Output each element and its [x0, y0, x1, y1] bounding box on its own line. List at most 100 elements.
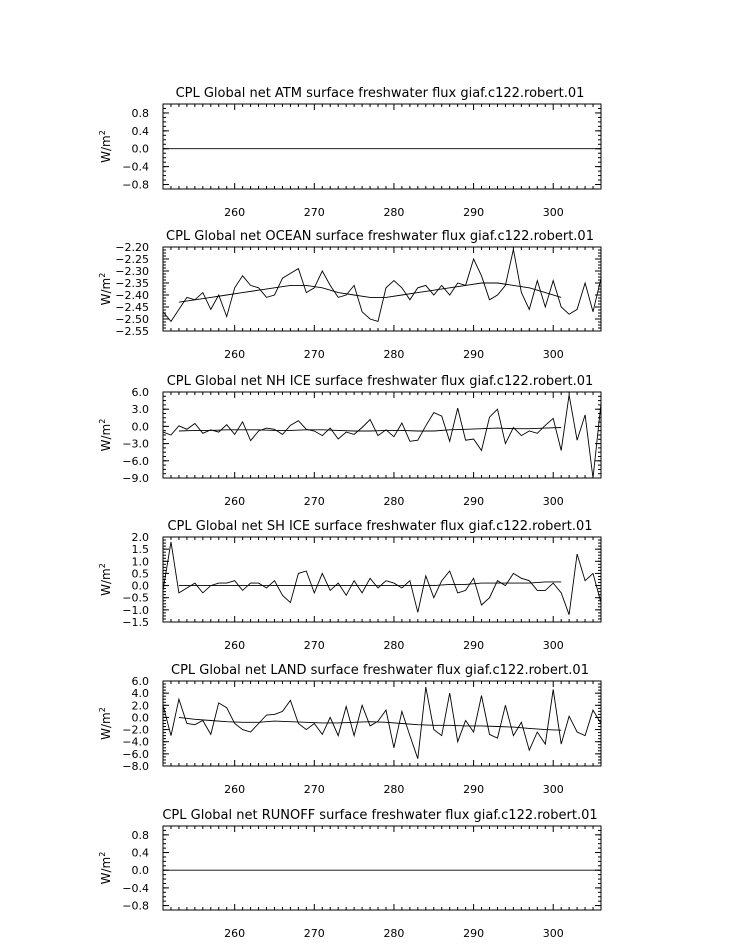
x-tick-label: 280	[383, 783, 404, 796]
y-tick-label: −0.8	[122, 900, 149, 913]
y-tick-label: −0.8	[122, 179, 149, 192]
y-tick-label: −2.30	[115, 265, 149, 278]
series-line-2	[178, 282, 562, 303]
y-tick-label: −0.4	[122, 161, 149, 174]
x-tick-label: 270	[304, 348, 325, 361]
y-tick-label: 1.5	[132, 543, 150, 556]
x-tick-label: 300	[543, 348, 564, 361]
y-tick-label: 0.8	[132, 107, 150, 120]
y-tick-label: 0.0	[132, 420, 150, 433]
y-tick-label: 0.4	[132, 847, 150, 860]
y-tick-label: 0.0	[132, 864, 150, 877]
x-tick-label: 270	[304, 495, 325, 508]
y-axis-label-superscript: 2	[98, 419, 107, 424]
y-tick-label: −6.0	[122, 455, 149, 468]
y-tick-label: 3.0	[132, 403, 150, 416]
series-line-1	[162, 687, 602, 759]
x-tick-label: 290	[463, 206, 484, 219]
y-tick-label: −2.55	[115, 325, 149, 338]
x-tick-label: 270	[304, 639, 325, 652]
chart-title: CPL Global net RUNOFF surface freshwater…	[162, 808, 597, 823]
chart-title: CPL Global net OCEAN surface freshwater …	[166, 229, 594, 244]
chart-title: CPL Global net ATM surface freshwater fl…	[176, 86, 585, 101]
x-tick-label: 300	[543, 639, 564, 652]
y-tick-label: 0.8	[132, 829, 150, 842]
y-tick-label: 2.0	[132, 531, 150, 544]
y-tick-label: 0.0	[132, 143, 150, 156]
plot-frame	[162, 825, 602, 911]
y-axis-label: W/m2	[98, 563, 113, 596]
y-tick-label: 6.0	[132, 386, 150, 399]
y-tick-label: −0.5	[122, 592, 149, 605]
x-tick-label: 290	[463, 783, 484, 796]
chart-panel-5: CPL Global net LAND surface freshwater f…	[98, 663, 602, 796]
y-axis-label-superscript: 2	[98, 273, 107, 278]
y-axis-label: W/m2	[98, 419, 113, 452]
y-axis-label: W/m2	[98, 273, 113, 306]
series-line-2	[178, 581, 562, 587]
chart-panel-6: CPL Global net RUNOFF surface freshwater…	[98, 808, 602, 940]
y-tick-label: −4.0	[122, 736, 149, 749]
x-tick-label: 280	[383, 639, 404, 652]
plot-frame	[162, 391, 602, 479]
x-tick-label: 280	[383, 348, 404, 361]
x-tick-label: 260	[224, 783, 245, 796]
y-axis-label: W/m2	[98, 130, 113, 163]
chart-panel-1: CPL Global net ATM surface freshwater fl…	[98, 86, 602, 219]
y-tick-label: −2.20	[115, 241, 149, 254]
y-tick-label: 6.0	[132, 675, 150, 688]
series-line-2	[178, 716, 562, 731]
y-axis-label: W/m2	[98, 852, 113, 885]
x-tick-label: 290	[463, 348, 484, 361]
chart-panel-2: CPL Global net OCEAN surface freshwater …	[98, 229, 602, 361]
y-axis-label-superscript: 2	[98, 852, 107, 857]
x-tick-label: 300	[543, 206, 564, 219]
chart-title: CPL Global net NH ICE surface freshwater…	[167, 374, 594, 389]
x-tick-label: 300	[543, 927, 564, 940]
plot-frame	[162, 536, 602, 623]
y-axis-label-superscript: 2	[98, 563, 107, 568]
x-tick-label: 270	[304, 783, 325, 796]
y-tick-label: −2.0	[122, 724, 149, 737]
x-tick-label: 300	[543, 783, 564, 796]
y-tick-label: 0.4	[132, 125, 150, 138]
x-tick-label: 260	[224, 495, 245, 508]
x-tick-label: 300	[543, 495, 564, 508]
x-tick-label: 290	[463, 495, 484, 508]
y-tick-label: −9.0	[122, 472, 149, 485]
y-tick-label: −2.45	[115, 301, 149, 314]
y-tick-label: −1.0	[122, 604, 149, 617]
x-tick-label: 260	[224, 206, 245, 219]
y-tick-label: 0.5	[132, 567, 150, 580]
x-tick-label: 260	[224, 927, 245, 940]
y-tick-label: 0.0	[132, 711, 150, 724]
chart-title: CPL Global net SH ICE surface freshwater…	[167, 519, 592, 534]
x-tick-label: 280	[383, 206, 404, 219]
y-tick-label: −2.50	[115, 313, 149, 326]
plot-frame	[162, 680, 602, 767]
x-tick-label: 280	[383, 927, 404, 940]
y-tick-label: −6.0	[122, 748, 149, 761]
x-tick-label: 270	[304, 927, 325, 940]
x-tick-label: 260	[224, 639, 245, 652]
series-line-1	[162, 541, 602, 615]
y-axis-label: W/m2	[98, 707, 113, 740]
chart-title: CPL Global net LAND surface freshwater f…	[171, 663, 589, 678]
series-line-1	[162, 394, 602, 479]
x-tick-label: 290	[463, 639, 484, 652]
y-tick-label: −1.5	[122, 616, 149, 629]
y-tick-label: −3.0	[122, 438, 149, 451]
y-tick-label: −0.4	[122, 882, 149, 895]
y-tick-label: −8.0	[122, 760, 149, 773]
y-tick-label: −2.40	[115, 289, 149, 302]
y-axis-label-superscript: 2	[98, 130, 107, 135]
y-tick-label: 1.0	[132, 555, 150, 568]
plot-frame	[162, 103, 602, 190]
y-tick-label: −2.25	[115, 253, 149, 266]
x-tick-label: 290	[463, 927, 484, 940]
series-line-2	[178, 427, 562, 432]
x-tick-label: 280	[383, 495, 404, 508]
y-tick-label: 2.0	[132, 699, 150, 712]
y-axis-label-superscript: 2	[98, 707, 107, 712]
